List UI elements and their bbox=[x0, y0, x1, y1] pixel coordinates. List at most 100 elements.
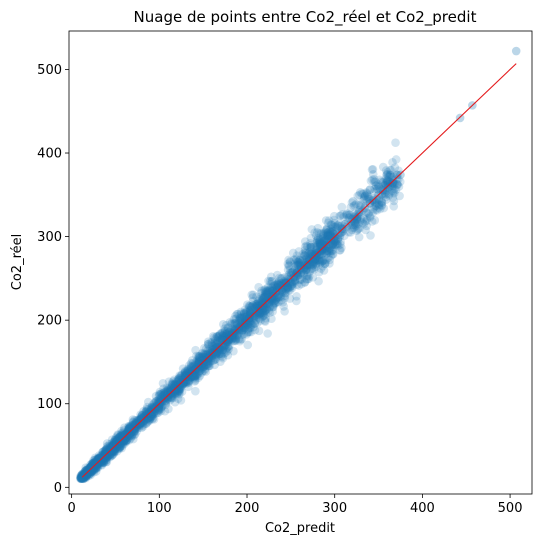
scatter-point bbox=[154, 396, 164, 406]
scatter-point bbox=[239, 312, 249, 322]
scatter-point bbox=[307, 264, 316, 274]
scatter-point bbox=[195, 359, 205, 369]
scatter-point bbox=[329, 211, 339, 221]
scatter-point bbox=[180, 367, 190, 377]
scatter-point bbox=[260, 308, 269, 317]
x-axis-title: Co2_predit bbox=[265, 521, 335, 536]
scatter-point bbox=[317, 245, 327, 255]
scatter-point bbox=[236, 313, 246, 323]
scatter-point bbox=[237, 330, 247, 339]
scatter-point bbox=[217, 342, 227, 352]
scatter-point bbox=[194, 355, 204, 365]
scatter-point bbox=[333, 230, 343, 239]
scatter-point bbox=[103, 449, 113, 459]
scatter-point bbox=[299, 269, 309, 279]
scatter-point bbox=[382, 176, 392, 186]
scatter-point bbox=[98, 458, 108, 468]
scatter-point bbox=[292, 296, 301, 306]
scatter-point bbox=[292, 292, 301, 301]
scatter-point bbox=[239, 308, 249, 318]
scatter-point bbox=[136, 410, 145, 419]
scatter-point bbox=[127, 432, 137, 441]
scatter-point bbox=[191, 386, 200, 396]
scatter-point bbox=[388, 181, 398, 191]
scatter-point bbox=[93, 456, 102, 466]
scatter-point bbox=[210, 348, 220, 357]
scatter-point bbox=[184, 376, 194, 385]
scatter-point bbox=[307, 242, 316, 252]
scatter-point bbox=[187, 372, 196, 381]
scatter-point bbox=[356, 200, 366, 209]
scatter-point bbox=[169, 384, 178, 394]
scatter-point bbox=[108, 446, 118, 455]
scatter-point bbox=[103, 447, 112, 457]
scatter-point bbox=[170, 397, 180, 407]
scatter-point bbox=[247, 290, 257, 300]
scatter-point bbox=[230, 333, 239, 342]
scatter-point bbox=[265, 302, 275, 312]
scatter-point bbox=[199, 350, 208, 359]
scatter-point bbox=[126, 423, 136, 433]
scatter-point bbox=[312, 252, 321, 262]
scatter-point bbox=[263, 329, 272, 338]
scatter-point bbox=[79, 474, 88, 483]
scatter-point bbox=[311, 231, 321, 241]
scatter-point bbox=[166, 386, 175, 396]
scatter-point bbox=[157, 398, 166, 408]
scatter-point bbox=[80, 472, 90, 481]
scatter-point bbox=[157, 389, 167, 399]
scatter-point bbox=[96, 458, 105, 467]
scatter-point bbox=[303, 271, 312, 281]
scatter-point bbox=[391, 155, 401, 164]
scatter-point bbox=[368, 205, 378, 214]
scatter-point bbox=[176, 395, 186, 405]
scatter-point bbox=[162, 383, 172, 393]
scatter-point bbox=[83, 468, 93, 478]
scatter-point bbox=[225, 330, 235, 339]
scatter-point bbox=[106, 447, 116, 456]
scatter-point bbox=[337, 243, 346, 253]
scatter-point bbox=[262, 304, 272, 314]
scatter-point bbox=[105, 443, 115, 452]
scatter-point bbox=[307, 225, 317, 234]
scatter-point bbox=[323, 227, 333, 237]
scatter-point bbox=[252, 300, 262, 309]
scatter-point bbox=[319, 240, 329, 250]
scatter-point bbox=[88, 464, 98, 474]
scatter-point bbox=[353, 225, 362, 234]
scatter-point bbox=[325, 244, 335, 254]
scatter-point bbox=[119, 435, 128, 445]
scatter-point bbox=[308, 273, 318, 282]
scatter-point bbox=[203, 357, 212, 366]
scatter-point bbox=[322, 229, 331, 238]
scatter-point bbox=[216, 351, 226, 360]
scatter-point bbox=[316, 264, 326, 273]
scatter-point bbox=[183, 371, 193, 380]
scatter-point bbox=[315, 234, 325, 244]
scatter-point bbox=[156, 389, 166, 398]
scatter-point bbox=[169, 383, 179, 392]
scatter-point bbox=[186, 372, 195, 382]
y-tick-label: 100 bbox=[37, 397, 62, 412]
scatter-point bbox=[90, 464, 99, 474]
scatter-point bbox=[122, 432, 132, 442]
line-layer bbox=[81, 63, 517, 478]
scatter-point bbox=[79, 473, 89, 483]
scatter-point bbox=[108, 447, 117, 456]
scatter-point bbox=[92, 461, 102, 471]
scatter-point bbox=[262, 289, 271, 299]
scatter-point bbox=[371, 177, 380, 187]
scatter-point bbox=[86, 462, 96, 471]
scatter-point bbox=[283, 259, 293, 269]
scatter-point bbox=[333, 220, 343, 230]
scatter-point bbox=[323, 235, 333, 245]
scatter-point bbox=[274, 297, 283, 307]
scatter-point bbox=[267, 294, 276, 303]
scatter-point bbox=[122, 437, 131, 447]
scatter-point bbox=[269, 281, 278, 291]
y-axis: 0 100 200 300 400 500 bbox=[37, 63, 69, 496]
scatter-point bbox=[160, 397, 170, 406]
scatter-point bbox=[198, 359, 207, 369]
scatter-point bbox=[353, 191, 363, 201]
scatter-point bbox=[204, 361, 214, 371]
